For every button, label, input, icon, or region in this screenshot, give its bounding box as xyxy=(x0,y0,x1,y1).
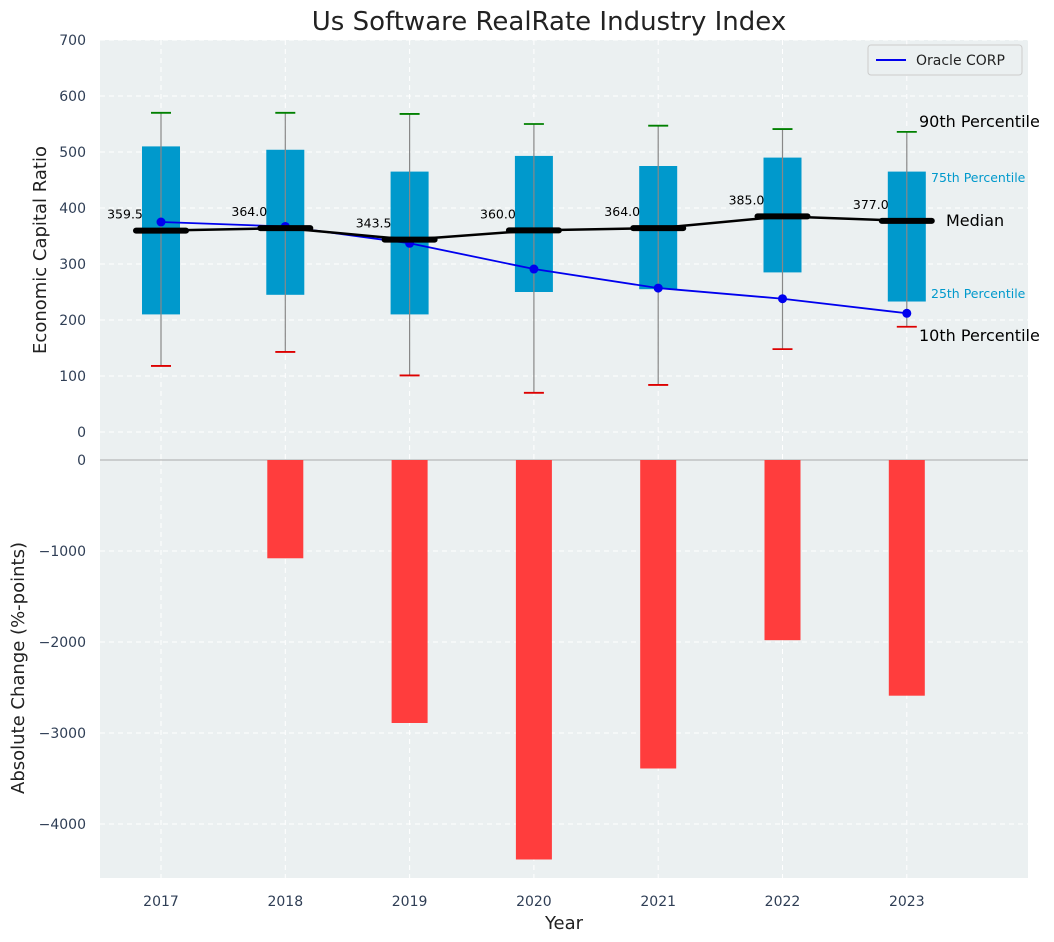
median-value-label: 364.0 xyxy=(231,204,267,219)
change-bar-2023 xyxy=(888,460,925,696)
x-tick-label: 2023 xyxy=(889,894,925,910)
box-2023 xyxy=(887,130,926,328)
x-ticks: 2017 2018 2019 2020 2021 2022 2023 xyxy=(143,894,924,910)
change-bar-2020 xyxy=(515,460,552,860)
change-bar-panel: 0−1000−2000−3000−4000 2017 2018 2019 2020 20… xyxy=(8,453,1028,934)
bottom-y-tick-label: 0 xyxy=(77,453,86,469)
oracle-point xyxy=(778,294,787,304)
oracle-point xyxy=(653,283,663,293)
top-plot-area xyxy=(100,40,1028,460)
legend-box xyxy=(867,44,1023,76)
bottom-y-tick-label: −3000 xyxy=(39,726,86,742)
bottom-plot-area xyxy=(100,460,1028,878)
median-value-label: 359.5 xyxy=(107,207,143,222)
bottom-y-tick-label: −2000 xyxy=(39,635,86,651)
x-tick-label: 2018 xyxy=(267,894,303,910)
top-y-tick-label: 500 xyxy=(59,145,86,161)
top-y-tick-label: 100 xyxy=(59,369,86,385)
legend: Oracle CORP xyxy=(867,44,1023,76)
x-axis-label: Year xyxy=(544,913,584,934)
median-value-label: 343.5 xyxy=(356,216,392,231)
change-bars xyxy=(267,460,925,860)
bottom-y-ticks: 0 −1000 −2000 −3000 −4000 xyxy=(39,453,86,833)
change-bar-2018 xyxy=(267,460,304,559)
top-y-axis-label: Economic Capital Ratio xyxy=(30,146,51,354)
box-plot-panel: 0 100 200 300 400 500 600 700 359.5 364.0 343.5 36… xyxy=(30,33,1040,460)
top-y-tick-label: 700 xyxy=(59,33,86,49)
change-bar-2021 xyxy=(640,460,677,769)
change-bar-2019 xyxy=(391,460,428,723)
median-value-labels: 359.5 364.0 343.5 360.0 364.0 385.0 377.0 xyxy=(107,192,889,230)
annotation-10th: 10th Percentile xyxy=(919,326,1040,345)
median-value-label: 377.0 xyxy=(853,197,889,212)
bottom-y-tick-label: −1000 xyxy=(39,544,86,560)
chart-title: Us Software RealRate Industry Index xyxy=(312,7,786,37)
oracle-point xyxy=(529,264,539,274)
top-y-tick-label: 400 xyxy=(59,201,86,217)
x-tick-label: 2021 xyxy=(640,894,676,910)
oracle-point xyxy=(902,308,912,318)
annotation-median: Median xyxy=(946,211,1004,230)
x-tick-label: 2017 xyxy=(143,894,179,910)
annotation-25th: 25th Percentile xyxy=(931,286,1026,301)
top-y-ticks: 0 100 200 300 400 500 600 700 xyxy=(59,33,86,441)
median-series xyxy=(133,213,935,243)
annotation-75th: 75th Percentile xyxy=(931,170,1026,185)
median-value-label: 360.0 xyxy=(480,206,516,221)
percentile-annotations: 90th Percentile 75th Percentile Median 2… xyxy=(919,112,1040,345)
median-value-label: 364.0 xyxy=(604,204,640,219)
bottom-y-axis-label: Absolute Change (%-points) xyxy=(8,542,29,794)
x-tick-label: 2022 xyxy=(765,894,801,910)
top-y-tick-label: 0 xyxy=(77,425,86,441)
median-value-label: 385.0 xyxy=(729,192,765,207)
annotation-90th: 90th Percentile xyxy=(919,112,1040,131)
legend-label-oracle: Oracle CORP xyxy=(916,53,1005,69)
top-y-tick-label: 200 xyxy=(59,313,86,329)
x-tick-label: 2020 xyxy=(516,894,552,910)
oracle-point xyxy=(156,217,166,227)
top-y-tick-label: 600 xyxy=(59,89,86,105)
bottom-y-tick-label: −4000 xyxy=(39,817,86,833)
change-bar-2022 xyxy=(764,460,801,641)
x-tick-label: 2019 xyxy=(392,894,428,910)
top-y-tick-label: 300 xyxy=(59,257,86,273)
